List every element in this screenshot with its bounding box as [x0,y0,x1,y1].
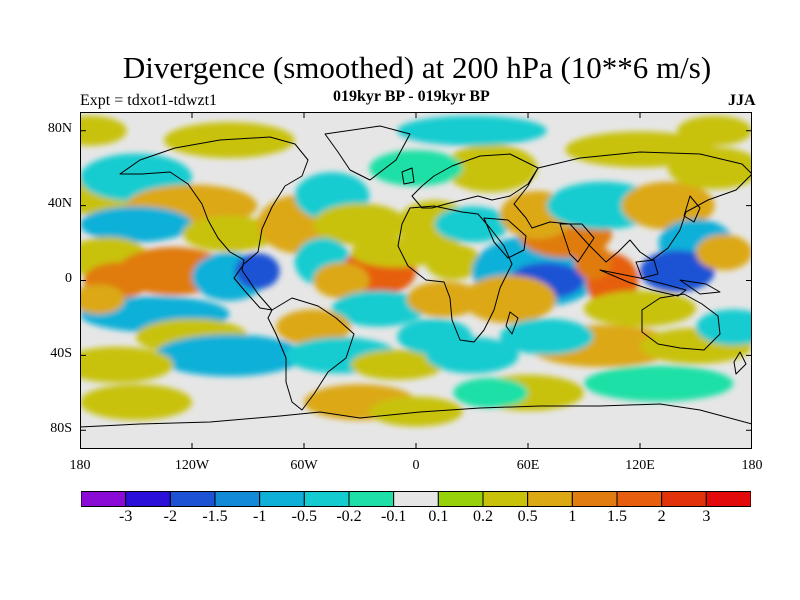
lon-label-120e: 120E [625,458,655,473]
colorbar-box [393,491,439,507]
colorbar-box [169,491,216,507]
colorbar-box [527,491,573,507]
field-contour-blob [80,346,174,383]
colorbar-label: -0.5 [291,508,317,525]
lon-label-180e: 180 [741,458,763,473]
colorbar-boxes [80,491,752,507]
coastline-britain [401,167,415,185]
coastline-greenland [324,125,411,181]
coastline-indonesia [599,269,687,297]
map-plot [79,112,753,449]
page-title: Divergence (smoothed) at 200 hPa (10**6 … [122,50,712,85]
colorbar-label: -2 [163,508,177,525]
colorbar-box [616,491,663,507]
coastline-africa [397,205,513,343]
coastline-north-america [119,136,309,311]
field-contour-blob [80,206,192,243]
colorbar-label: -3 [118,508,133,525]
lon-label-60w: 60W [290,458,318,473]
colorbar-label: 0.2 [473,508,493,525]
field-contour-blob [425,337,519,374]
field-contour-blob [406,281,482,318]
colorbar-label: 0.5 [517,508,538,525]
lon-label-180w: 180 [69,458,91,473]
field-contour-blob [453,377,528,408]
field-contour-blob [276,309,351,346]
period-label: 019kyr BP - 019kyr BP [333,88,490,105]
colorbar-box [80,491,127,507]
colorbar-box [571,491,618,507]
field-contour-blob [500,318,594,355]
colorbar-label: 3 [702,508,711,525]
colorbar-box [125,491,171,507]
lon-label-60e: 60E [516,458,540,473]
colorbar-label: -0.1 [380,508,407,525]
field-contour-blob [313,262,370,299]
coastline-south-america [267,297,355,411]
field-contour-blob [434,206,510,243]
field-contour-blob [80,384,192,421]
field-contour-blob [369,396,463,427]
colorbar-box [705,491,752,507]
field-contour-blob [621,181,715,230]
colorbar-box [348,491,395,507]
field-contour-blob [584,290,696,327]
experiment-label: Expt = tdxot1-tdwzt1 [80,92,218,109]
lat-label-80s: 80S [50,421,72,436]
colorbar-label: 1.5 [607,508,627,525]
lon-label-0: 0 [412,458,420,473]
season-label: JJA [728,92,756,109]
coastlines [80,125,752,428]
colorbar-label: 0.1 [428,508,449,525]
colorbar [80,491,752,512]
coastline-australia [641,293,721,351]
colorbar-box [214,491,261,507]
field-contour-blob [80,115,127,146]
field-contour-blob [425,243,482,280]
field-contour-blob [350,349,445,380]
field-contour-blob [164,122,295,159]
colorbar-label: -1.5 [202,508,228,525]
field-contour-blob [696,309,752,346]
lon-label-120w: 120W [174,458,210,473]
field-contour-blob [313,203,407,246]
field-contour-blob [332,290,426,327]
coastline-asia [513,151,752,263]
colorbar-label: -0.2 [336,508,362,525]
field-contour-blob [182,215,276,252]
field-contour-blob [462,275,556,324]
lat-label-equator: 0 [65,271,72,286]
coastline-japan [683,195,701,223]
coastline-antarctica [80,403,752,428]
divergence-map [79,112,753,454]
colorbar-box [303,491,350,507]
field-contour-blob [397,115,547,146]
colorbar-box [437,491,484,507]
colorbar-label: 2 [657,508,666,525]
field-contour-blob [584,365,734,402]
coastline-new-guinea [679,279,721,295]
colorbar-label: 1 [568,508,577,525]
colorbar-label: -1 [252,508,267,525]
colorbar-box [661,491,707,507]
field-contour-blob [80,284,125,315]
coastline-europe [411,153,539,209]
field-contour-blob [696,234,752,271]
lat-label-80n: 80N [47,121,72,136]
coastline-borneo [635,259,659,279]
lat-label-40n: 40N [47,196,72,211]
field-contour-blob [154,334,304,377]
coastline-india [559,223,595,263]
lat-label-40s: 40S [50,346,72,361]
colorbar-box [482,491,529,507]
field-contour-blob [677,115,752,146]
coastline-new-zealand [733,351,747,375]
field-contour-blob [369,150,463,187]
field-contour-blob [668,147,752,190]
coastline-arabia [483,217,527,259]
field-contour-blob [640,250,715,293]
coastline-madagascar [505,311,519,335]
colorbar-box [259,491,305,507]
